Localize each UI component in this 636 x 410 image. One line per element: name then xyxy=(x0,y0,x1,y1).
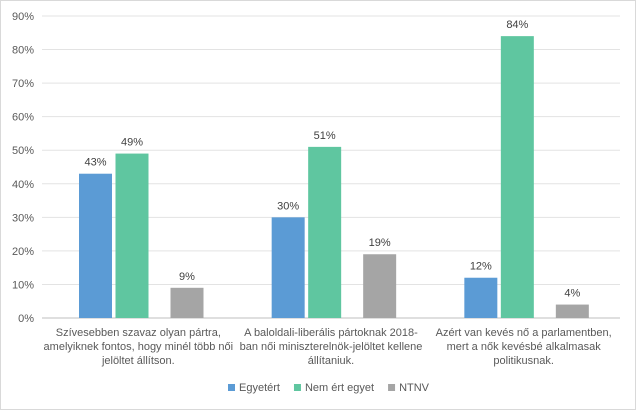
category-label: állítaniuk. xyxy=(308,355,354,367)
bars xyxy=(79,36,589,319)
y-axis-tick-labels: 0% 10% 20% 30% 40% 50% 60% 70% 80% 90% xyxy=(12,11,34,325)
y-tick-label: 0% xyxy=(18,313,34,325)
bar-nem-ért-egyet-3 xyxy=(500,36,534,319)
data-label: 43% xyxy=(84,157,106,169)
y-tick-label: 70% xyxy=(12,78,34,90)
bar-ntnv-3 xyxy=(555,304,589,318)
bar-egyetért-3 xyxy=(464,277,498,318)
category-label: ban női miniszterelnök-jelöltet kellene xyxy=(240,341,423,353)
category-label: Szívesebben szavaz olyan pártra, xyxy=(56,327,221,339)
data-label: 84% xyxy=(506,19,528,31)
category-labels: Szívesebben szavaz olyan pártra, amelyikn… xyxy=(44,327,612,367)
category-label: Azért van kevés nő a parlamentben, xyxy=(436,327,612,339)
bar-egyetért-1 xyxy=(79,173,112,318)
legend-swatch xyxy=(388,384,396,391)
bar-nem-ért-egyet-2 xyxy=(308,146,342,318)
data-label: 19% xyxy=(369,237,391,249)
category-label: politikusnak. xyxy=(493,355,554,367)
y-tick-label: 20% xyxy=(12,246,34,258)
y-tick-label: 30% xyxy=(12,212,34,224)
bar-egyetért-2 xyxy=(271,217,305,318)
data-label: 51% xyxy=(314,130,336,142)
legend-swatch xyxy=(293,384,301,391)
data-label: 30% xyxy=(277,200,299,212)
category-label: amelyiknek fontos, hogy minél több női xyxy=(44,341,234,353)
legend: Egyetért Nem ért egyet NTNV xyxy=(228,382,430,394)
y-tick-label: 90% xyxy=(12,11,34,23)
data-label: 49% xyxy=(121,137,143,149)
legend-label: Nem ért egyet xyxy=(305,382,374,394)
y-tick-label: 10% xyxy=(12,279,34,291)
data-label: 12% xyxy=(470,261,492,273)
bar-ntnv-1 xyxy=(170,287,204,318)
category-label: mert a nők kevésbé alkalmasak xyxy=(447,341,602,353)
bar-ntnv-2 xyxy=(363,254,397,318)
legend-label: Egyetért xyxy=(239,382,280,394)
y-tick-label: 60% xyxy=(12,112,34,124)
data-label: 4% xyxy=(564,288,580,300)
data-label: 9% xyxy=(179,271,195,283)
data-labels: 43% 49% 9% 30% 51% 19% 12% 84% 4% xyxy=(84,19,580,299)
y-tick-label: 50% xyxy=(12,145,34,157)
category-label: A baloldali-liberális pártoknak 2018- xyxy=(244,327,418,339)
y-tick-label: 80% xyxy=(12,45,34,57)
legend-label: NTNV xyxy=(399,382,430,394)
legend-swatch xyxy=(228,384,235,391)
bar-nem-ért-egyet-1 xyxy=(115,153,149,318)
y-tick-label: 40% xyxy=(12,179,34,191)
category-label: jelöltet állítson. xyxy=(101,355,175,367)
